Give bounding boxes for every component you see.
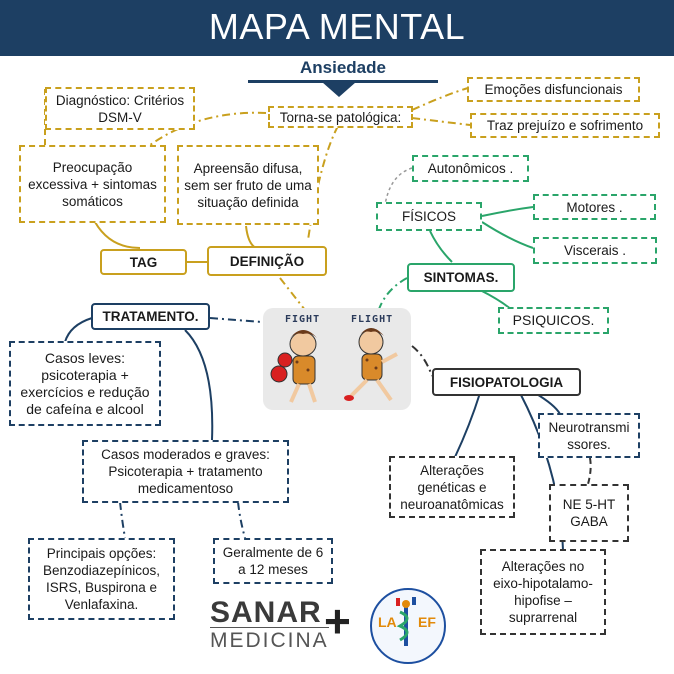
node-diagnostico: Diagnóstico: Critérios DSM-V xyxy=(45,87,195,130)
fight-flight-illustration: FIGHT FLIGHT xyxy=(263,308,411,410)
flight-label: FLIGHT xyxy=(351,314,394,325)
logo-text-left: LA xyxy=(378,614,397,630)
connector-fisio-alteracoes xyxy=(454,392,481,458)
node-emocoes-disfuncionais: Emoções disfuncionais xyxy=(467,77,640,102)
connector-neuro-ne xyxy=(587,457,592,485)
caveman-figures xyxy=(270,328,398,403)
node-fisicos: FÍSICOS xyxy=(376,202,482,231)
node-geralmente: Geralmente de 6 a 12 meses xyxy=(213,538,333,584)
node-tratamento: TRATAMENTO. xyxy=(91,303,210,330)
connector-fisicos-viscerais xyxy=(481,221,534,249)
connector-center-fisiopatologia xyxy=(411,345,433,377)
connector-autonomicos-fisicos xyxy=(384,167,413,206)
connector-definicao-torna xyxy=(307,125,339,241)
subtitle-underline xyxy=(248,80,438,83)
node-viscerais: Viscerais . xyxy=(533,237,657,264)
map-subtitle: Ansiedade xyxy=(300,58,386,77)
node-casos-leves: Casos leves: psicoterapia + exercícios e… xyxy=(9,341,161,426)
node-fisiopatologia: FISIOPATOLOGIA xyxy=(432,368,581,396)
connector-apreensao-definicao xyxy=(245,225,257,249)
node-tag: TAG xyxy=(100,249,187,275)
node-torna-se-patologica: Torna-se patológica: xyxy=(268,106,413,128)
connector-definicao-center xyxy=(279,277,306,311)
header-banner xyxy=(0,0,674,56)
node-eixo-hipotalamo: Alterações no eixo-hipotalamo-hipofise –… xyxy=(480,549,606,635)
node-alteracoes-geneticas: Alterações genéticas e neuroanatômicas xyxy=(389,456,515,518)
node-principais-opcoes: Principais opções: Benzodiazepínicos, IS… xyxy=(28,538,175,620)
node-motores: Motores . xyxy=(533,194,656,220)
league-logo: LA EF xyxy=(370,588,446,664)
connector-torna-prejuizo xyxy=(411,117,471,126)
node-traz-prejuizo: Traz prejuízo e sofrimento xyxy=(470,113,660,138)
connector-center-sintomas xyxy=(377,277,408,313)
medicina-logo-text: MEDICINA xyxy=(210,627,329,652)
connector-fisio-neurotransmissores xyxy=(534,392,561,415)
node-ne-5ht-gaba: NE 5-HT GABA xyxy=(549,484,629,542)
page-title: MAPA MENTAL xyxy=(208,6,466,47)
node-autonomicos: Autonômicos . xyxy=(412,155,529,182)
node-preocupacao-excessiva: Preocupação excessiva + sintomas somátic… xyxy=(19,145,166,223)
connector-torna-emocoes xyxy=(411,87,469,111)
connector-tratamento-leves xyxy=(64,317,93,343)
fight-label: FIGHT xyxy=(285,314,321,325)
connector-moderados-principais xyxy=(119,501,126,539)
connector-tratamento-center xyxy=(209,317,263,323)
caduceus-icon xyxy=(396,597,416,646)
node-psiquicos: PSIQUICOS. xyxy=(498,307,609,334)
connector-moderados-geralmente xyxy=(237,501,246,539)
connector-torna-preocupacao xyxy=(149,111,267,146)
node-neurotransmissores: Neurotransmi ssores. xyxy=(538,413,640,458)
logo-text-right: EF xyxy=(418,614,436,630)
node-definicao: DEFINIÇÃO xyxy=(207,246,327,276)
connector-preocupacao-tag xyxy=(94,221,141,249)
node-apreensao-difusa: Apreensão difusa, sem ser fruto de uma s… xyxy=(177,145,319,225)
node-casos-moderados: Casos moderados e graves: Psicoterapia +… xyxy=(82,440,289,503)
plus-sign: + xyxy=(324,595,351,647)
connector-fisicos-motores xyxy=(481,206,534,217)
connector-fisicos-sintomas xyxy=(429,230,453,263)
node-sintomas: SINTOMAS. xyxy=(407,263,515,292)
sanar-logo-text: SANAR xyxy=(210,596,322,629)
connector-tratamento-moderados xyxy=(184,329,214,441)
